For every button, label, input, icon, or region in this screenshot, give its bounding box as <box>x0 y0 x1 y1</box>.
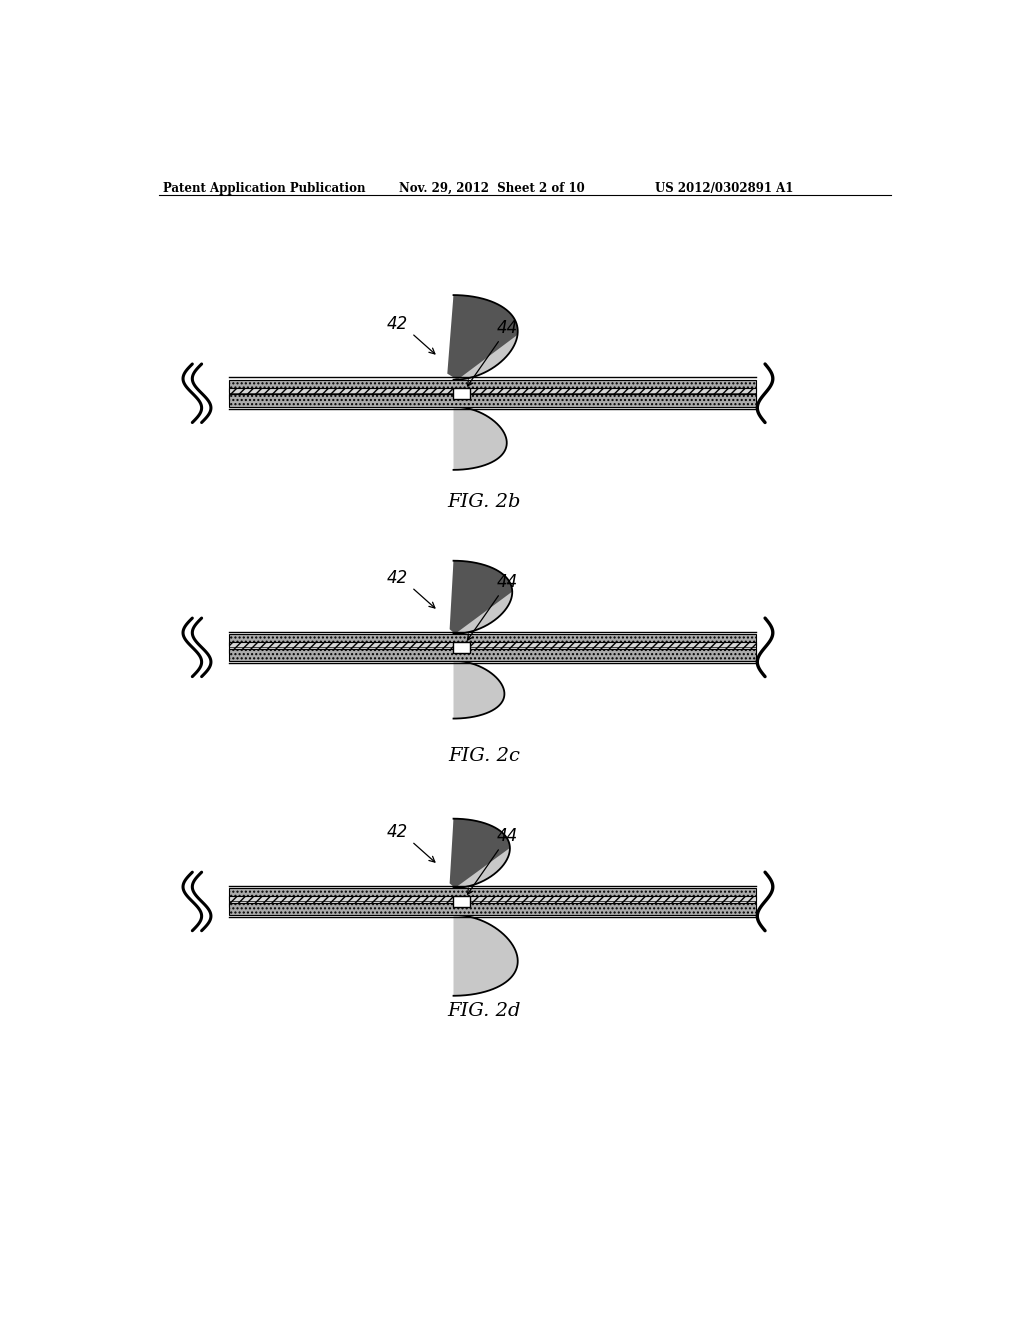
Text: 44: 44 <box>497 573 518 591</box>
Bar <box>228 642 756 653</box>
Text: 42: 42 <box>387 315 409 333</box>
Text: 44: 44 <box>497 319 518 337</box>
Text: FIG. 2d: FIG. 2d <box>447 1002 521 1019</box>
Text: 42: 42 <box>387 569 409 587</box>
Polygon shape <box>454 407 507 470</box>
Polygon shape <box>454 915 518 995</box>
Bar <box>453 388 470 399</box>
Bar <box>453 642 470 653</box>
Polygon shape <box>447 296 518 380</box>
Bar <box>228 395 756 407</box>
Text: US 2012/0302891 A1: US 2012/0302891 A1 <box>655 182 794 194</box>
Text: 44: 44 <box>497 828 518 845</box>
Polygon shape <box>454 661 505 718</box>
Bar <box>228 380 756 392</box>
Polygon shape <box>454 296 518 380</box>
Polygon shape <box>454 818 510 888</box>
Polygon shape <box>450 561 512 634</box>
Bar <box>228 648 756 661</box>
Text: 42: 42 <box>387 824 409 841</box>
Bar <box>228 896 756 907</box>
Text: Patent Application Publication: Patent Application Publication <box>163 182 366 194</box>
Bar <box>228 888 756 900</box>
Text: FIG. 2b: FIG. 2b <box>447 494 521 511</box>
Bar <box>228 903 756 915</box>
Bar <box>228 388 756 399</box>
Text: FIG. 2c: FIG. 2c <box>449 747 520 766</box>
Polygon shape <box>450 818 510 888</box>
Polygon shape <box>454 561 512 634</box>
Bar <box>453 896 470 907</box>
Text: Nov. 29, 2012  Sheet 2 of 10: Nov. 29, 2012 Sheet 2 of 10 <box>399 182 585 194</box>
Bar <box>228 634 756 647</box>
